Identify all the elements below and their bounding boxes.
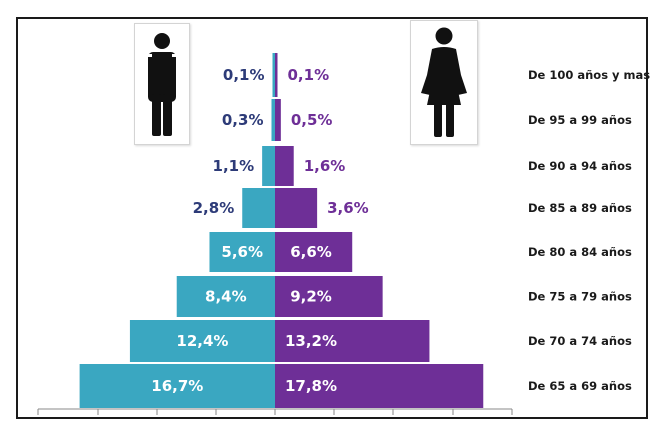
female-value-label-3: 3,6% [327, 199, 369, 217]
male-value-label-2: 1,1% [213, 157, 255, 175]
male-value-label-6: 12,4% [176, 332, 228, 350]
male-value-label-3: 2,8% [193, 199, 235, 217]
female-value-label-5: 9,2% [290, 288, 332, 306]
male-bar-3 [242, 188, 275, 228]
female-value-label-7: 17,8% [285, 377, 337, 395]
male-bar-0 [272, 53, 275, 97]
male-bar-7 [79, 364, 275, 408]
male-icon-card [134, 23, 190, 145]
female-bar-0 [275, 53, 278, 97]
female-value-label-6: 13,2% [285, 332, 337, 350]
female-bar-4 [275, 232, 353, 272]
female-bar-7 [275, 364, 484, 408]
male-value-label-7: 16,7% [151, 377, 203, 395]
female-bar-6 [275, 320, 430, 362]
age-group-label-6: De 70 a 74 años [528, 334, 632, 348]
age-group-label-4: De 80 a 84 años [528, 245, 632, 259]
male-value-label-4: 5,6% [221, 243, 263, 261]
age-group-label-5: De 75 a 79 años [528, 290, 632, 304]
female-value-label-1: 0,5% [291, 111, 333, 129]
age-group-label-2: De 90 a 94 años [528, 159, 632, 173]
female-bar-2 [275, 146, 294, 186]
female-bar-1 [275, 99, 281, 141]
female-bar-5 [275, 276, 383, 317]
male-bar-6 [129, 320, 275, 362]
woman-icon [421, 27, 467, 137]
male-bar-1 [271, 99, 275, 141]
age-group-label-7: De 65 a 69 años [528, 379, 632, 393]
man-icon [148, 33, 176, 136]
age-group-label-1: De 95 a 99 años [528, 113, 632, 127]
male-bar-4 [209, 232, 275, 272]
male-bar-2 [262, 146, 275, 186]
male-value-label-0: 0,1% [223, 66, 265, 84]
male-value-label-5: 8,4% [205, 288, 247, 306]
female-value-label-4: 6,6% [290, 243, 332, 261]
age-group-label-3: De 85 a 89 años [528, 201, 632, 215]
male-bar-5 [176, 276, 275, 317]
age-group-label-0: De 100 años y mas [528, 68, 650, 82]
female-value-label-0: 0,1% [288, 66, 330, 84]
female-bar-3 [275, 188, 318, 228]
male-value-label-1: 0,3% [222, 111, 264, 129]
female-value-label-2: 1,6% [304, 157, 346, 175]
female-icon-card [410, 20, 478, 145]
